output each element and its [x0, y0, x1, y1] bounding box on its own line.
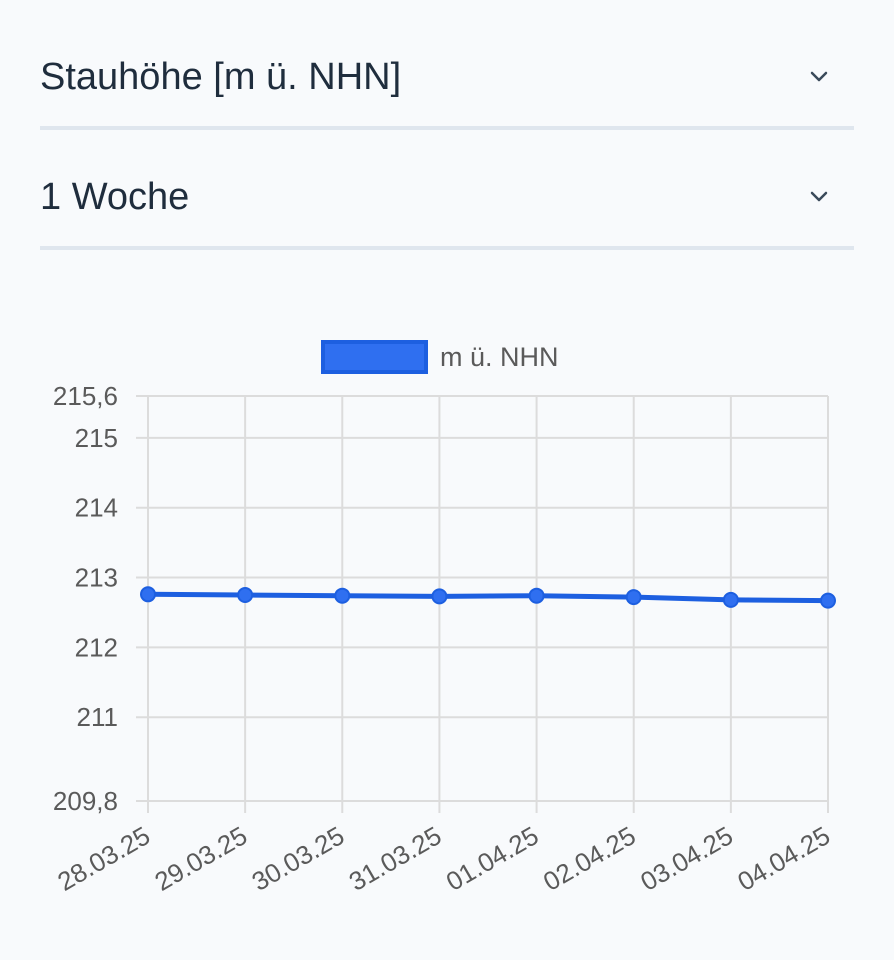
metric-select[interactable]: Stauhöhe [m ü. NHN] [40, 10, 854, 130]
y-tick-label: 209,8 [53, 786, 118, 816]
data-point [140, 586, 156, 603]
y-tick-label: 215 [75, 423, 118, 453]
data-point [334, 587, 351, 604]
x-tick-label: 01.04.25 [441, 820, 544, 897]
x-tick-label: 29.03.25 [149, 820, 252, 897]
range-select[interactable]: 1 Woche [40, 130, 854, 250]
chevron-down-icon [810, 191, 828, 202]
legend-swatch [321, 340, 428, 374]
x-tick-label: 03.04.25 [635, 820, 738, 897]
data-point [431, 588, 448, 605]
data-point [722, 591, 739, 608]
series-line [147, 591, 829, 604]
data-point [237, 587, 254, 604]
y-tick-label: 214 [75, 493, 118, 523]
x-tick-label: 28.03.25 [52, 820, 155, 897]
x-tick-label: 04.04.25 [732, 820, 835, 897]
legend-label: m ü. NHN [440, 342, 559, 372]
y-tick-label: 213 [75, 563, 118, 593]
y-tick-label: 211 [77, 702, 118, 732]
data-point [820, 592, 836, 609]
water-level-chart: 209,8 211 212 213 214 215 215,6 28.03.2529.03.2… [52, 340, 836, 897]
x-tick-label: 02.04.25 [538, 820, 641, 897]
y-tick-label: 215,6 [53, 381, 118, 411]
chevron-down-icon [810, 71, 828, 82]
data-point [528, 587, 545, 604]
range-select-value: 1 Woche [40, 176, 190, 218]
x-tick-label: 31.03.25 [344, 820, 447, 897]
data-point [625, 589, 642, 606]
metric-select-value: Stauhöhe [m ü. NHN] [40, 56, 402, 98]
y-tick-label: 212 [75, 632, 118, 662]
x-tick-label: 30.03.25 [247, 820, 350, 897]
